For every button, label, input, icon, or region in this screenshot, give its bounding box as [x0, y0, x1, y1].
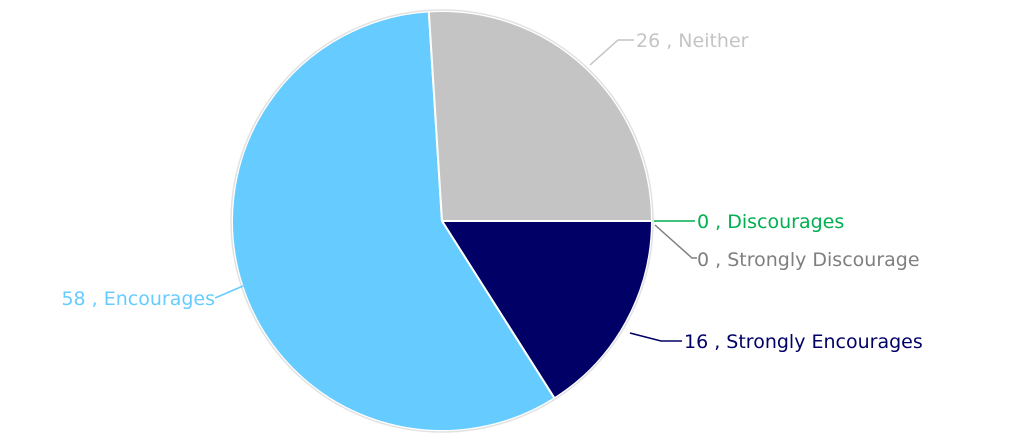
slice-label-encourages: 58 , Encourages: [61, 288, 215, 310]
slice-label-strongly-encourages: 16 , Strongly Encourages: [684, 331, 923, 353]
leader-line-strongly-discourages: [654, 224, 697, 259]
slice-labels-layer: 0 , Discourages 0 , Strongly Discourage 16…: [61, 30, 922, 353]
leader-line-neither: [589, 39, 634, 66]
pie-outline: [230, 9, 654, 433]
pie-slice-neither: [427, 10, 653, 222]
leader-line-strongly-encourages: [629, 332, 682, 342]
leader-lines-layer: [214, 39, 697, 342]
slice-label-discourages: 0 , Discourages: [697, 211, 844, 233]
slices-layer: [230, 9, 654, 433]
slice-label-neither: 26 , Neither: [636, 30, 749, 52]
pie-slice-strongly-encourages: [441, 220, 653, 400]
slice-label-strongly-discourages: 0 , Strongly Discourage: [697, 249, 920, 271]
leader-line-encourages: [214, 285, 244, 299]
